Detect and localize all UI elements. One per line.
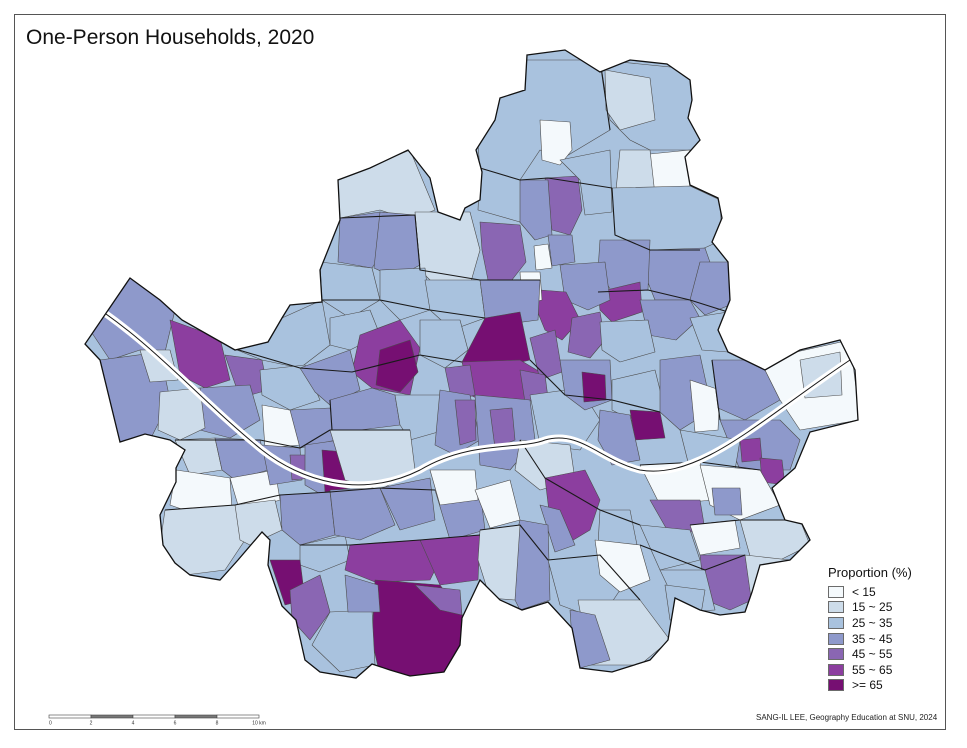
scale-bar-tick-label: 0 [49,721,52,727]
scale-bar-tick-label: 2 [90,721,93,727]
scale-bar-tick-label: 8 [216,721,219,727]
legend-label: 25 ~ 35 [852,615,893,630]
map-credit: SANG-IL LEE, Geography Education at SNU,… [756,713,938,722]
legend-item: >= 65 [828,678,912,694]
legend-label: 15 ~ 25 [852,600,893,615]
scale-bar-segment [216,714,260,719]
legend-label: 35 ~ 45 [852,631,893,646]
legend-swatch [828,616,844,629]
legend-label: 55 ~ 65 [852,662,893,677]
legend-swatch [828,679,844,692]
legend-item: 35 ~ 45 [828,631,912,647]
legend-swatch [828,632,844,645]
map-title: One-Person Households, 2020 [26,26,315,49]
legend-item: 15 ~ 25 [828,600,912,616]
legend-swatch [828,601,844,614]
legend-item: 45 ~ 55 [828,646,912,662]
legend-swatch [828,648,844,661]
legend-item: < 15 [828,584,912,600]
legend-item: 55 ~ 65 [828,662,912,678]
scale-bar-tick-label: 6 [174,721,177,727]
scale-bar-segment [90,714,134,719]
legend-swatch [828,663,844,676]
legend-label: < 15 [852,584,876,599]
legend-swatch [828,585,844,598]
scale-bar-segment [132,714,176,719]
legend-title: Proportion (%) [828,565,912,580]
scale-bar-segment [174,714,218,719]
legend-label: >= 65 [852,678,883,693]
scale-bar-tick-label: 10 km [252,721,266,727]
legend-label: 45 ~ 55 [852,647,893,662]
scale-bar: 0 2 4 6 8 10 km [48,714,266,727]
scale-bar-segment [48,714,92,719]
scale-bar-tick-label: 4 [132,721,135,727]
legend-rows: < 15 15 ~ 25 25 ~ 35 35 ~ 45 45 ~ 55 55 ~ 65 >… [828,584,912,693]
legend-item: 25 ~ 35 [828,615,912,631]
map-legend: Proportion (%) < 15 15 ~ 25 25 ~ 35 35 ~ 45… [828,565,912,693]
